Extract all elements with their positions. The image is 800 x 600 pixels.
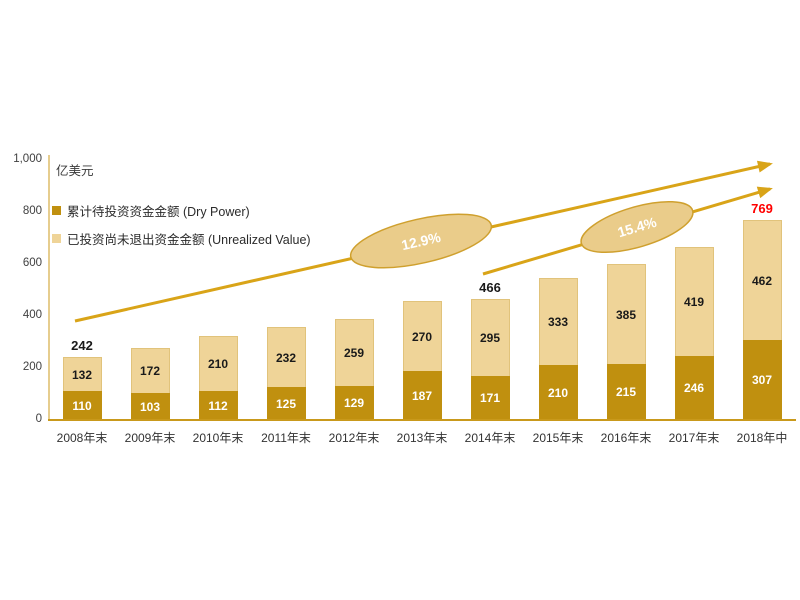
bar-segment-value: 103 (139, 399, 161, 414)
bar-segment-value: 419 (683, 295, 705, 309)
bar-segment-value: 129 (343, 396, 365, 410)
bar-segment-unrealized-value: 232 (266, 327, 306, 387)
bar-segment-dry-power: 210 (538, 365, 578, 420)
bar-segment-dry-power: 110 (62, 391, 102, 420)
bar-segment-unrealized-value: 132 (62, 357, 102, 391)
bar-segment-dry-power: 112 (198, 391, 238, 420)
bar-segment-value: 110 (72, 398, 92, 413)
y-axis-tick-label: 200 (22, 361, 42, 373)
y-axis-tick-label: 1,000 (13, 153, 42, 165)
stacked-bar: 259 129 (334, 319, 374, 420)
stacked-bar: 295 171 (470, 299, 510, 420)
x-axis-tick-label: 2013年末 (396, 431, 448, 445)
bar-segment-dry-power: 307 (742, 340, 782, 420)
x-axis-tick-label: 2012年末 (328, 431, 380, 445)
bar-segment-value: 112 (208, 398, 228, 413)
x-axis-tick-label: 2009年末 (124, 431, 176, 445)
bar-segment-value: 210 (547, 385, 569, 400)
bar-segment-unrealized-value: 172 (130, 348, 170, 393)
stacked-bar: 232 125 (266, 327, 306, 420)
bar-segment-unrealized-value: 462 (742, 220, 782, 340)
x-axis-tick-label: 2018年中 (736, 431, 788, 445)
bar-segment-value: 333 (547, 315, 569, 329)
stacked-bar: 462 307 (742, 220, 782, 420)
bar-segment-value: 385 (615, 307, 637, 322)
bar-segment-value: 246 (683, 381, 705, 395)
x-axis-tick-label: 2008年末 (56, 431, 108, 445)
x-axis-line (48, 419, 796, 421)
stacked-bar: 333 210 (538, 278, 578, 420)
bar-segment-unrealized-value: 295 (470, 299, 510, 376)
x-axis-tick-label: 2015年末 (532, 431, 584, 445)
bar-segment-dry-power: 246 (674, 356, 714, 420)
bar-segment-value: 187 (411, 388, 433, 403)
bar-segment-dry-power: 215 (606, 364, 646, 420)
bar-segment-unrealized-value: 385 (606, 264, 646, 364)
x-axis-tick-label: 2014年末 (464, 431, 516, 445)
bar-segment-value: 232 (275, 350, 297, 365)
bar-segment-dry-power: 171 (470, 376, 510, 420)
bar-segment-value: 171 (479, 391, 501, 405)
legend-label-unrealized-value: 已投资尚未退出资金金额 (Unrealized Value) (67, 233, 311, 247)
bar-segment-dry-power: 125 (266, 387, 306, 420)
bar-segment-dry-power: 129 (334, 386, 374, 420)
x-axis-tick-label: 2017年末 (668, 431, 720, 445)
legend-label-dry-power: 累计待投资资金金额 (Dry Power) (67, 205, 250, 219)
bar-segment-value: 462 (751, 273, 773, 288)
growth-rate-ellipse-1: 12.9% (349, 213, 493, 269)
stacked-bar: 172 103 (130, 348, 170, 420)
bar-segment-unrealized-value: 270 (402, 301, 442, 371)
bar-segment-value: 215 (615, 385, 637, 399)
stacked-bar: 385 215 (606, 264, 646, 420)
bar-segment-unrealized-value: 419 (674, 247, 714, 356)
bar-segment-unrealized-value: 259 (334, 319, 374, 386)
bar-segment-unrealized-value: 210 (198, 336, 238, 391)
y-axis-tick-label: 800 (22, 205, 42, 217)
bar-segment-value: 295 (479, 331, 501, 345)
bar-segment-value: 259 (343, 346, 365, 360)
ellipse-shape-1 (349, 213, 493, 269)
bar-segment-value: 125 (275, 396, 297, 411)
x-axis-tick-label: 2011年末 (261, 431, 311, 445)
growth-rate-label-1: 12.9% (400, 229, 443, 254)
bar-total-label: 242 (71, 338, 93, 354)
bar-total-label: 466 (479, 279, 501, 295)
legend-item-dry-power: 累计待投资资金金额 (Dry Power) (52, 201, 311, 220)
y-axis-unit-label: 亿美元 (56, 164, 94, 178)
x-axis-tick-label: 2010年末 (192, 431, 244, 445)
legend: 累计待投资资金金额 (Dry Power) 已投资尚未退出资金金额 (Unrea… (52, 201, 311, 257)
legend-swatch-dry-power (52, 206, 61, 215)
y-axis-line (48, 155, 50, 420)
bar-segment-value: 210 (207, 357, 229, 371)
legend-swatch-unrealized-value (52, 234, 61, 243)
stacked-bar: 132 110 (62, 357, 102, 420)
y-axis-tick-label: 0 (35, 413, 42, 425)
bar-segment-unrealized-value: 333 (538, 278, 578, 365)
stacked-bar: 270 187 (402, 301, 442, 420)
legend-item-unrealized-value: 已投资尚未退出资金金额 (Unrealized Value) (52, 229, 311, 248)
bar-segment-dry-power: 103 (130, 393, 170, 420)
bar-segment-dry-power: 187 (402, 371, 442, 420)
bar-segment-value: 307 (751, 373, 773, 387)
stacked-bar: 210 112 (198, 336, 238, 420)
y-axis-tick-label: 400 (22, 309, 42, 321)
bar-segment-value: 270 (411, 329, 433, 344)
y-axis-tick-label: 600 (22, 257, 42, 269)
bar-segment-value: 132 (71, 367, 93, 382)
bar-segment-value: 172 (139, 364, 161, 378)
x-axis-tick-label: 2016年末 (600, 431, 652, 445)
growth-rate-label-2: 15.4% (616, 214, 659, 241)
growth-arrow-short (482, 186, 773, 276)
bar-total-label: 769 (751, 201, 773, 217)
stacked-bar: 419 246 (674, 247, 714, 420)
